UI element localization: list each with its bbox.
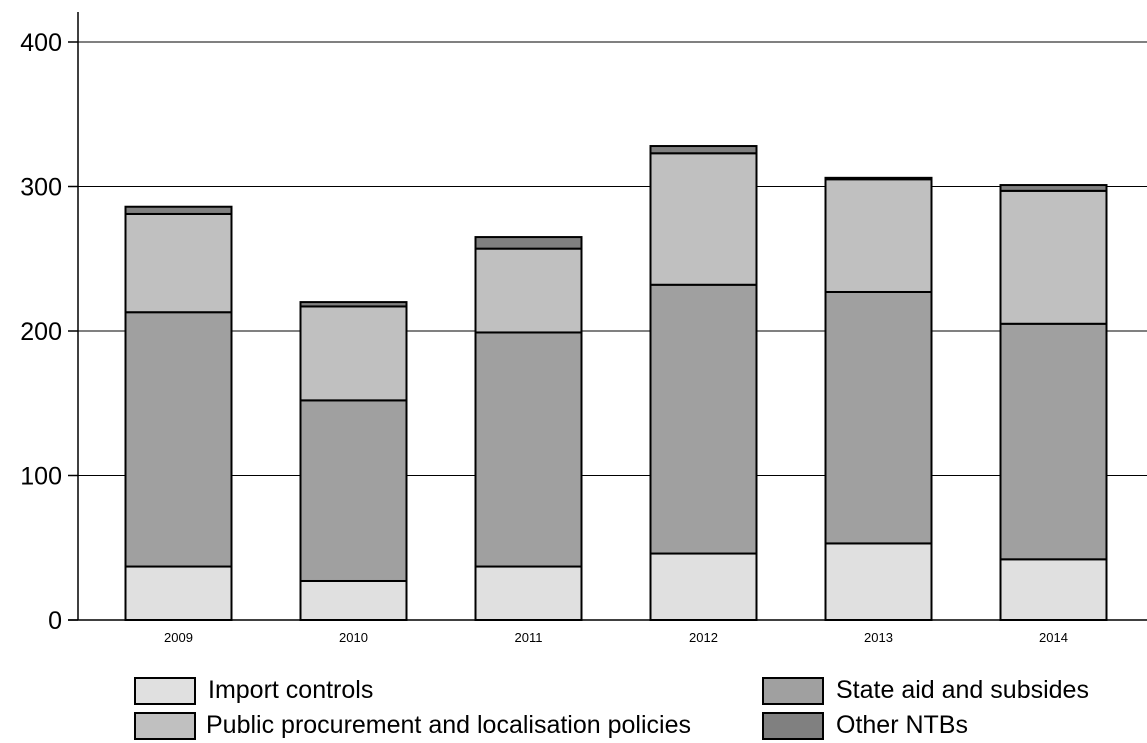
bar-2010-public-procurement-and-localisation-policies [299, 305, 408, 402]
bar-2014-state-aid-and-subsides [999, 322, 1108, 561]
y-tick-label-300: 300 [20, 174, 62, 202]
bar-2013-public-procurement-and-localisation-policies [824, 178, 933, 293]
legend-swatch-other-ntbs [762, 711, 824, 740]
y-tick-label-200: 200 [20, 318, 62, 346]
bar-2010-import-controls [299, 579, 408, 621]
bar-2014-public-procurement-and-localisation-policies [999, 189, 1108, 325]
bar-2012-other-ntbs [649, 145, 758, 155]
grid-lines [78, 41, 1147, 476]
legend-label-import-controls: Import controls [208, 676, 374, 704]
bar-2013-import-controls [824, 542, 933, 621]
y-tick-label-0: 0 [48, 607, 62, 635]
bar-2012-public-procurement-and-localisation-policies [649, 152, 758, 286]
legend-label-other-ntbs: Other NTBs [836, 711, 968, 739]
axes: 0 100 200 300 400 2009 2010 2011 2012 2013 2014 [20, 12, 1147, 645]
legend-item-import-controls[interactable]: Import controls [134, 676, 373, 705]
legend-label-public-procurement: Public procurement and localisation poli… [206, 711, 691, 739]
x-tick-label-2009: 2009 [164, 630, 193, 645]
bar-2011-other-ntbs [474, 236, 583, 250]
y-tick-label-400: 400 [20, 29, 62, 57]
bar-2009-other-ntbs [124, 205, 233, 215]
x-tick-label-2011: 2011 [515, 630, 543, 645]
legend-item-other-ntbs[interactable]: Other NTBs [762, 711, 968, 740]
bar-2009-state-aid-and-subsides [124, 311, 233, 568]
bar-2014-import-controls [999, 558, 1108, 621]
y-tick-label-100: 100 [20, 463, 62, 491]
bar-2013-state-aid-and-subsides [824, 290, 933, 545]
bars [124, 145, 1108, 622]
x-tick-label-2013: 2013 [864, 630, 893, 645]
legend-swatch-state-aid [762, 676, 824, 705]
bar-2013-other-ntbs [824, 176, 933, 181]
bar-2009-import-controls [124, 565, 233, 621]
bar-2012-state-aid-and-subsides [649, 283, 758, 555]
legend-item-public-procurement[interactable]: Public procurement and localisation poli… [134, 711, 691, 740]
x-tick-label-2012: 2012 [689, 630, 718, 645]
bar-2014-other-ntbs [999, 184, 1108, 192]
legend-label-state-aid: State aid and subsides [836, 676, 1089, 704]
legend-swatch-public-procurement [134, 711, 196, 740]
legend-swatch-import-controls [134, 676, 196, 705]
bar-2010-other-ntbs [299, 301, 408, 308]
legend-item-state-aid[interactable]: State aid and subsides [762, 676, 1089, 705]
x-tick-label-2010: 2010 [339, 630, 368, 645]
bar-2011-import-controls [474, 565, 583, 621]
bar-2012-import-controls [649, 552, 758, 622]
bar-2011-public-procurement-and-localisation-policies [474, 247, 583, 334]
bar-2009-public-procurement-and-localisation-policies [124, 212, 233, 314]
x-tick-label-2014: 2014 [1039, 630, 1068, 645]
bar-2010-state-aid-and-subsides [299, 399, 408, 582]
bar-2011-state-aid-and-subsides [474, 331, 583, 568]
